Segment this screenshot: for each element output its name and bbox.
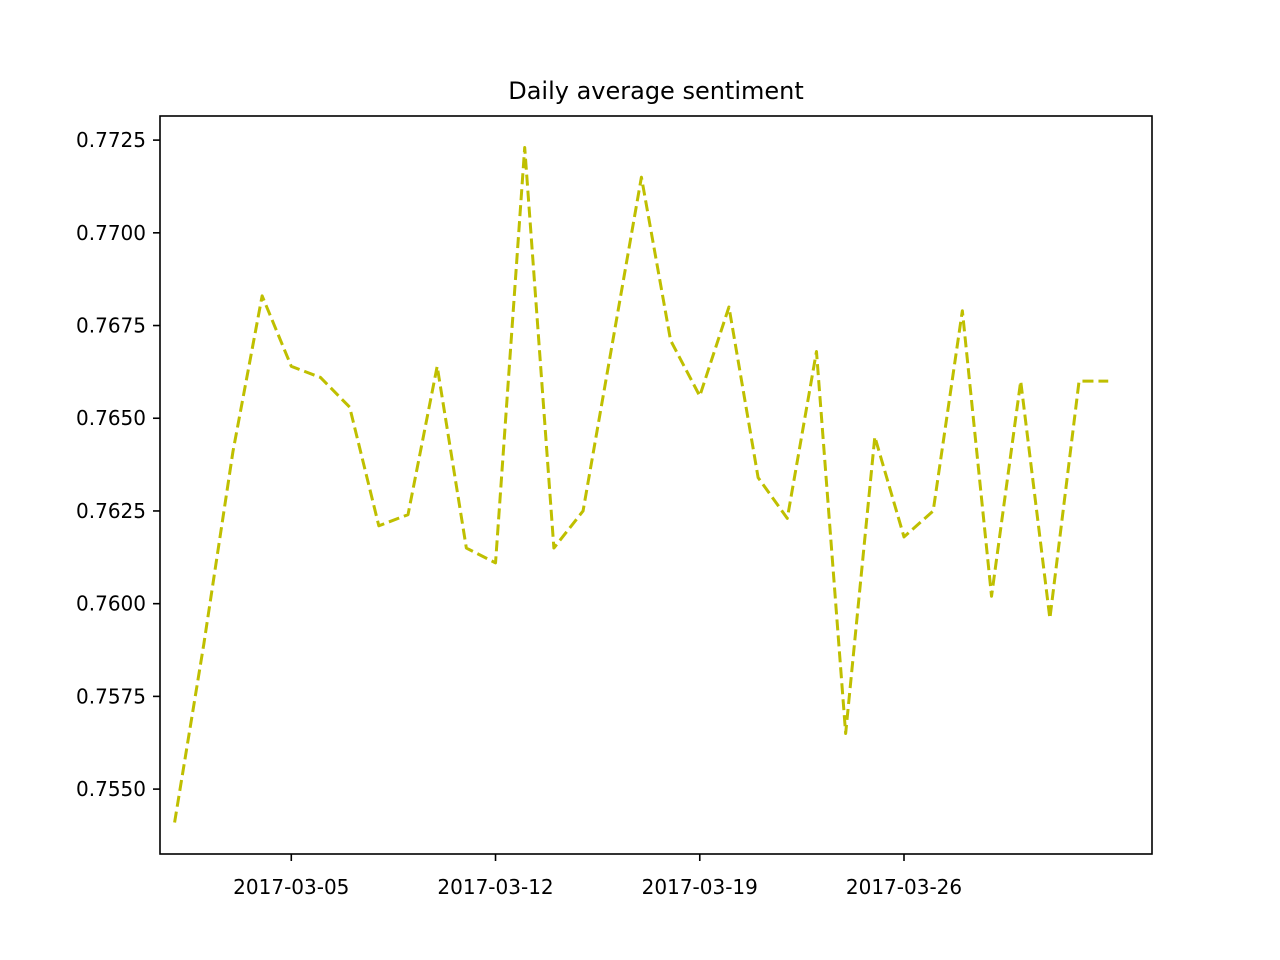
y-tick-label: 0.7650 — [76, 406, 146, 430]
y-tick-label: 0.7725 — [76, 128, 146, 152]
y-tick-label: 0.7675 — [76, 314, 146, 338]
series-line-0 — [173, 146, 1109, 823]
chart-title: Daily average sentiment — [508, 77, 804, 105]
y-tick-label: 0.7550 — [76, 777, 146, 801]
plot-frame — [159, 115, 1153, 855]
x-tick-label: 2017-03-05 — [233, 875, 349, 899]
y-axis: 0.7550 0.7575 0.7600 0.7625 0.7650 0.7675 0.77… — [76, 128, 160, 801]
x-tick-label: 2017-03-19 — [642, 875, 758, 899]
y-tick-label: 0.7625 — [76, 499, 146, 523]
series-layer — [173, 146, 1109, 823]
y-tick-label: 0.7575 — [76, 684, 146, 708]
x-tick-label: 2017-03-12 — [437, 875, 553, 899]
x-tick-label: 2017-03-26 — [846, 875, 962, 899]
y-tick-label: 0.7600 — [76, 592, 146, 616]
y-tick-label: 0.7700 — [76, 221, 146, 245]
x-axis: 2017-03-05 2017-03-12 2017-03-19 2017-03-26 — [233, 854, 962, 899]
